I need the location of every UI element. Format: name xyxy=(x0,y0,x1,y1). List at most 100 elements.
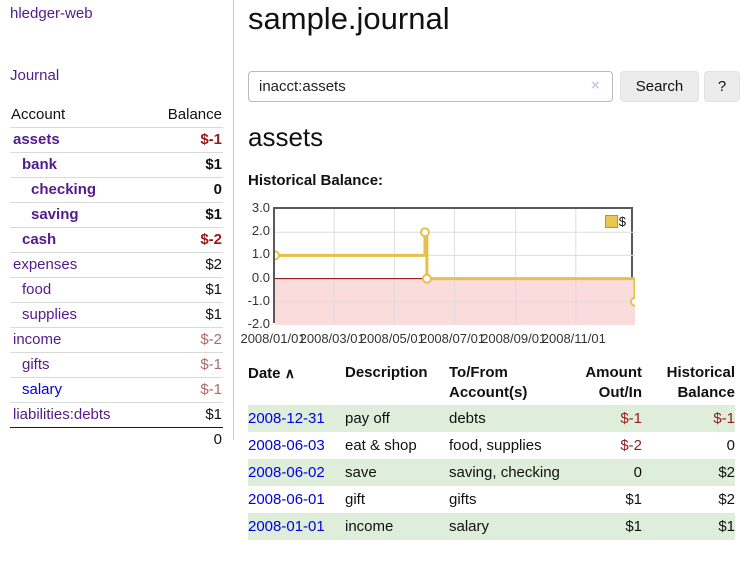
account-balance: $-1 xyxy=(146,377,223,403)
account-row: saving $1 xyxy=(10,202,223,228)
account-balance: $1 xyxy=(146,402,223,428)
transaction-description: gift xyxy=(345,491,366,508)
transaction-accounts: food, supplies xyxy=(449,437,542,454)
account-link-income[interactable]: income xyxy=(13,331,62,348)
transaction-date-link[interactable]: 2008-06-03 xyxy=(248,437,325,454)
chart-y-tick-label: -1.0 xyxy=(247,292,270,308)
register-row: 2008-06-01 gift gifts $1 $2 xyxy=(248,486,735,513)
account-link-food[interactable]: food xyxy=(22,281,52,298)
chart-x-tick-label: 2008/11/01 xyxy=(541,331,606,346)
transaction-amount: $1 xyxy=(625,518,642,535)
chart-x-tick-label: 2008/01/01 xyxy=(240,331,306,346)
register-header-tofrom: To/From Account(s) xyxy=(449,364,528,401)
account-row: cash $-2 xyxy=(10,227,223,253)
transaction-description: income xyxy=(345,518,394,535)
transaction-description: eat & shop xyxy=(345,437,417,454)
search-button[interactable]: Search xyxy=(620,71,699,102)
sidebar-item-journal[interactable]: Journal xyxy=(10,67,60,84)
transaction-accounts: salary xyxy=(449,518,490,535)
chart-y-tick-label: 0.0 xyxy=(251,269,270,285)
account-row: income $-2 xyxy=(10,327,223,353)
account-link-assets[interactable]: assets xyxy=(13,131,60,148)
account-balance: $2 xyxy=(146,252,223,278)
transaction-accounts: saving, checking xyxy=(449,464,560,481)
chart-plot xyxy=(275,209,635,325)
account-balance: $-1 xyxy=(146,352,223,378)
accounts-total-row: 0 xyxy=(10,427,223,452)
search-input[interactable] xyxy=(248,71,613,102)
chart-y-tick-label: 1.0 xyxy=(251,246,270,262)
account-link-expenses[interactable]: expenses xyxy=(13,256,78,273)
register-header-row: Date ∧ Description To/From Account(s) Am… xyxy=(248,361,735,405)
sidebar: hledger-web Journal Account Balance asse… xyxy=(0,0,233,452)
transaction-date-link[interactable]: 2008-01-01 xyxy=(248,518,325,535)
account-link-checking[interactable]: checking xyxy=(31,181,97,198)
transaction-amount: $1 xyxy=(625,491,642,508)
search-bar: × Search ? xyxy=(248,71,740,102)
transaction-amount: 0 xyxy=(633,464,642,481)
account-heading: assets xyxy=(248,122,324,152)
transaction-historical-balance: $-1 xyxy=(713,410,735,427)
sort-ascending-icon: ∧ xyxy=(284,365,295,381)
transaction-date-link[interactable]: 2008-06-01 xyxy=(248,491,325,508)
transaction-historical-balance: $1 xyxy=(718,518,735,535)
account-row: supplies $1 xyxy=(10,302,223,328)
account-link-cash[interactable]: cash xyxy=(22,231,57,248)
account-balance: 0 xyxy=(146,177,223,203)
accounts-header-row: Account Balance xyxy=(10,103,223,128)
legend-swatch-icon xyxy=(604,215,618,228)
transaction-date-link[interactable]: 2008-12-31 xyxy=(248,410,325,427)
account-balance: $-2 xyxy=(146,327,223,353)
transaction-accounts: debts xyxy=(449,410,486,427)
account-row: food $1 xyxy=(10,277,223,303)
date-header-label: Date xyxy=(248,365,281,382)
account-row: assets $-1 xyxy=(10,127,223,153)
legend-label: $ xyxy=(618,214,626,229)
register-header-amount: Amount Out/In xyxy=(585,364,642,401)
account-row: gifts $-1 xyxy=(10,352,223,378)
transaction-date-link[interactable]: 2008-06-02 xyxy=(248,464,325,481)
chart-x-tick-label: 2008/07/01 xyxy=(419,331,486,346)
account-link-salary[interactable]: salary xyxy=(22,381,63,398)
transaction-accounts: gifts xyxy=(449,491,477,508)
account-row: bank $1 xyxy=(10,152,223,178)
help-button[interactable]: ? xyxy=(704,71,740,102)
app-brand-link[interactable]: hledger-web xyxy=(10,5,93,22)
register-row: 2008-06-03 eat & shop food, supplies $-2 0 xyxy=(248,432,735,459)
transaction-historical-balance: $2 xyxy=(718,491,735,508)
accounts-header-balance: Balance xyxy=(167,106,222,123)
main-content: sample.journal × Search ? assets Histori… xyxy=(240,0,740,582)
account-link-saving[interactable]: saving xyxy=(31,206,79,223)
chart-legend: $ xyxy=(604,214,626,229)
chart-y-tick-label: -2.0 xyxy=(247,316,270,331)
chart-x-axis-labels: 2008/01/01 2008/03/01 2008/05/01 2008/07/01… xyxy=(240,331,633,347)
account-balance: $1 xyxy=(146,302,223,328)
chart-x-tick-label: 2008/09/01 xyxy=(481,331,547,346)
account-row: salary $-1 xyxy=(10,377,223,403)
account-link-supplies[interactable]: supplies xyxy=(22,306,78,323)
account-row: expenses $2 xyxy=(10,252,223,278)
register-header-date[interactable]: Date ∧ xyxy=(248,361,345,405)
historical-balance-chart: $ xyxy=(273,207,635,325)
register-row: 2008-01-01 income salary $1 $1 xyxy=(248,513,735,540)
account-balance: $-2 xyxy=(146,227,223,253)
register-header-historical: Historical Balance xyxy=(666,364,735,401)
clear-search-icon[interactable]: × xyxy=(591,77,600,94)
chart-x-tick-label: 2008/03/01 xyxy=(299,331,365,346)
chart-y-tick-label: 2.0 xyxy=(251,223,270,239)
account-link-bank[interactable]: bank xyxy=(22,156,58,173)
account-link-liabilities-debts[interactable]: liabilities:debts xyxy=(13,406,111,423)
register-header-description: Description xyxy=(345,364,428,381)
account-link-gifts[interactable]: gifts xyxy=(22,356,50,373)
register-row: 2008-12-31 pay off debts $-1 $-1 xyxy=(248,405,735,432)
account-row: liabilities:debts $1 xyxy=(10,402,223,428)
account-balance: $1 xyxy=(146,152,223,178)
accounts-tree-table: Account Balance assets $-1 bank $1 checking 0… xyxy=(10,103,223,452)
transaction-historical-balance: 0 xyxy=(726,437,735,454)
transaction-description: save xyxy=(345,464,377,481)
register-table: Date ∧ Description To/From Account(s) Am… xyxy=(248,361,735,540)
accounts-total-value: 0 xyxy=(146,427,223,452)
chart-y-tick-label: 3.0 xyxy=(251,200,270,215)
accounts-header-account: Account xyxy=(11,106,66,123)
register-row: 2008-06-02 save saving, checking 0 $2 xyxy=(248,459,735,486)
